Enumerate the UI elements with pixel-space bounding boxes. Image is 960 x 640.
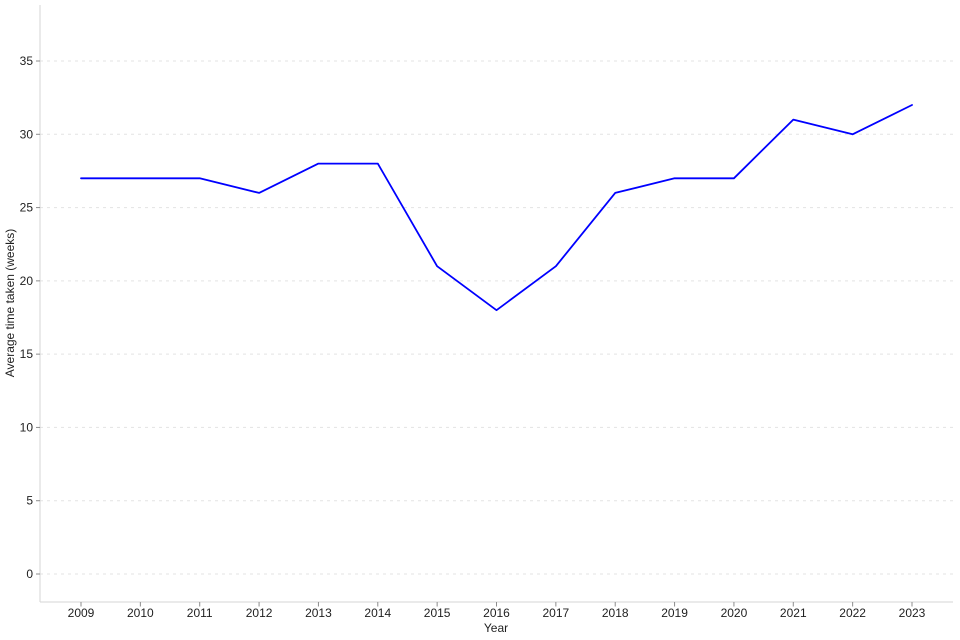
x-tick-label: 2016 — [483, 606, 510, 620]
x-tick-label: 2013 — [305, 606, 332, 620]
axes-layer — [39, 5, 953, 603]
x-axis-title: Year — [484, 621, 508, 635]
y-tick-label: 30 — [20, 127, 34, 141]
x-tick-label: 2019 — [661, 606, 688, 620]
y-tick-label: 35 — [20, 54, 34, 68]
x-tick-label: 2009 — [68, 606, 95, 620]
tick-labels-layer: 0 5 10 15 20 25 30 35 2009 2010 2011 2012 2013 2014 20… — [20, 54, 926, 620]
y-axis-title: Average time taken (weeks) — [3, 229, 17, 378]
x-tick-label: 2022 — [839, 606, 866, 620]
y-tick-label: 0 — [26, 567, 33, 581]
y-tick-label: 10 — [20, 420, 34, 434]
x-tick-label: 2017 — [543, 606, 570, 620]
y-tick-label: 15 — [20, 347, 34, 361]
x-tick-label: 2023 — [899, 606, 926, 620]
x-tick-label: 2014 — [364, 606, 391, 620]
x-tick-label: 2015 — [424, 606, 451, 620]
tick-marks-layer — [36, 60, 913, 607]
gridlines-layer — [40, 60, 953, 575]
y-tick-label: 25 — [20, 201, 34, 215]
x-tick-label: 2021 — [780, 606, 807, 620]
data-series-layer — [80, 104, 913, 312]
x-tick-label: 2012 — [246, 606, 273, 620]
y-tick-label: 20 — [20, 274, 34, 288]
y-tick-label: 5 — [26, 494, 33, 508]
data-line — [80, 104, 913, 312]
x-tick-label: 2010 — [127, 606, 154, 620]
x-tick-label: 2020 — [721, 606, 748, 620]
x-tick-label: 2018 — [602, 606, 629, 620]
x-tick-label: 2011 — [187, 606, 213, 620]
